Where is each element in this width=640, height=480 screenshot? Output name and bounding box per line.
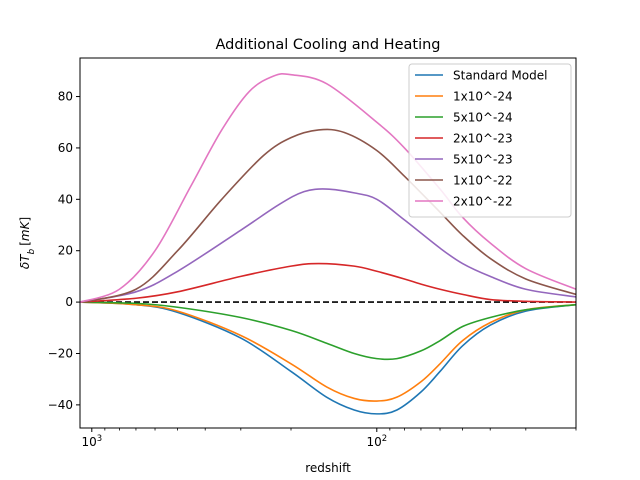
series-line-5 [80, 188, 576, 303]
legend-label: 2x10^-22 [453, 195, 513, 209]
axes: −40 −20 0 20 40 60 80 103 102 [48, 90, 577, 449]
x-tick-label: 102 [366, 434, 387, 449]
y-tick-label: 80 [58, 90, 73, 104]
y-tick-label: 60 [58, 141, 73, 155]
y-tick-label: 20 [58, 244, 73, 258]
series-line-7 [80, 73, 576, 303]
x-axis-label: redshift [305, 461, 351, 475]
legend-label: 2x10^-23 [453, 132, 513, 146]
y-tick-label: −40 [48, 398, 73, 412]
legend-box [408, 63, 572, 218]
series-line-3 [80, 301, 576, 361]
y-tick-label: 0 [65, 295, 73, 309]
legend-label: Standard Model [453, 69, 547, 83]
series-line-6 [80, 128, 576, 303]
plot-area [80, 73, 576, 415]
y-tick-label: 40 [58, 192, 73, 206]
legend-label: 1x10^-24 [453, 90, 513, 104]
legend-label: 5x10^-23 [453, 153, 513, 167]
series-line-1 [80, 301, 576, 415]
plot-frame [79, 57, 577, 429]
legend: Standard Model 1x10^-24 5x10^-24 2x10^-23 5x… [408, 63, 572, 218]
y-tick-label: −20 [48, 346, 73, 360]
legend-label: 1x10^-22 [453, 174, 513, 188]
series-line-2 [80, 301, 576, 402]
chart-title: Additional Cooling and Heating [215, 37, 440, 53]
legend-label: 5x10^-24 [453, 111, 513, 125]
x-tick-label: 103 [81, 434, 102, 449]
series-line-4 [80, 262, 576, 303]
y-axis-label: δTb[mK] [18, 217, 37, 269]
